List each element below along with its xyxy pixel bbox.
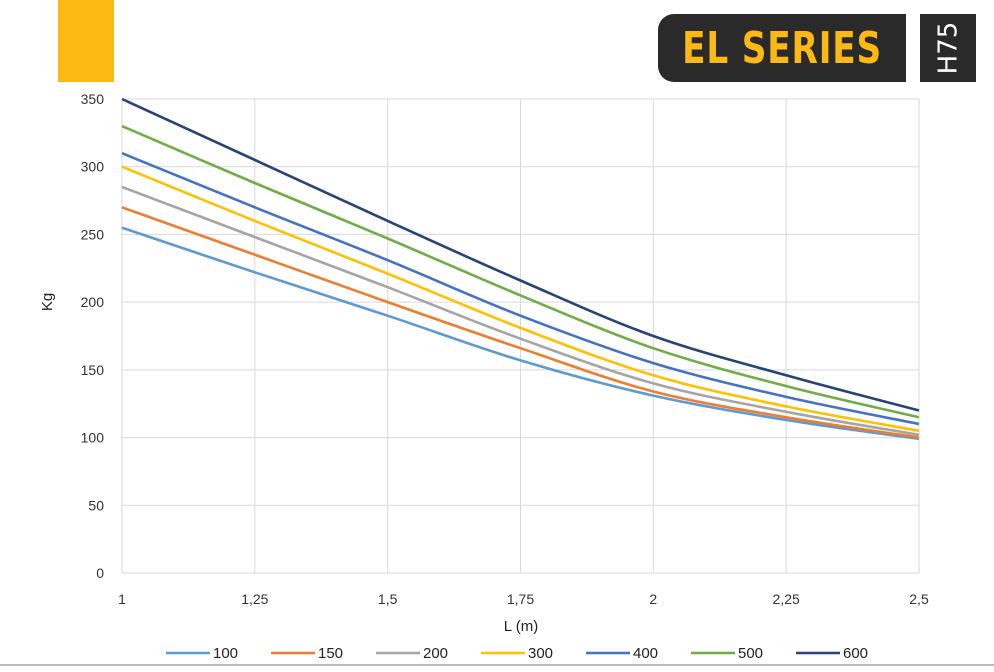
y-axis-ticks: 0 50 100 150 200 250 300 350 xyxy=(81,91,105,581)
x-axis-label: L (m) xyxy=(504,618,538,635)
x-tick-label: 1,75 xyxy=(507,591,534,607)
legend-label-150: 150 xyxy=(318,645,343,662)
x-tick-label: 2 xyxy=(649,591,657,607)
series-line-100 xyxy=(121,226,920,441)
y-tick-label: 150 xyxy=(81,362,105,378)
series-line-500 xyxy=(121,124,920,419)
series-title: EL SERIES xyxy=(682,22,882,74)
series-line-200 xyxy=(121,185,920,437)
legend-label-500: 500 xyxy=(738,645,763,662)
x-tick-label: 1,5 xyxy=(378,591,398,607)
x-tick-label: 2,25 xyxy=(773,591,800,607)
legend-label-300: 300 xyxy=(528,645,553,662)
series-line-600 xyxy=(121,97,920,412)
series-line-400 xyxy=(121,151,920,426)
y-axis-label: Kg xyxy=(39,293,56,311)
y-tick-label: 50 xyxy=(88,497,104,513)
bottom-divider xyxy=(0,664,994,666)
series-lines xyxy=(121,97,920,441)
legend: 100 150 200 300 400 500 600 xyxy=(166,645,868,662)
y-tick-label: 250 xyxy=(81,226,105,242)
accent-block xyxy=(58,0,114,82)
y-tick-label: 100 xyxy=(81,430,105,446)
x-tick-label: 2,5 xyxy=(909,591,929,607)
model-badge: H75 xyxy=(920,14,976,82)
legend-label-600: 600 xyxy=(843,645,868,662)
x-tick-label: 1 xyxy=(118,591,126,607)
legend-label-100: 100 xyxy=(213,645,238,662)
y-tick-label: 200 xyxy=(81,294,105,310)
gridlines xyxy=(121,98,920,574)
y-tick-label: 0 xyxy=(96,565,104,581)
y-tick-label: 350 xyxy=(81,91,105,107)
series-badge: EL SERIES xyxy=(658,14,906,82)
y-tick-label: 300 xyxy=(81,159,105,175)
x-tick-label: 1,25 xyxy=(241,591,268,607)
x-axis-ticks: 1 1,25 1,5 1,75 2 2,25 2,5 xyxy=(118,591,929,607)
series-line-150 xyxy=(121,206,920,439)
legend-label-200: 200 xyxy=(423,645,448,662)
legend-label-400: 400 xyxy=(633,645,658,662)
series-line-300 xyxy=(121,165,920,433)
